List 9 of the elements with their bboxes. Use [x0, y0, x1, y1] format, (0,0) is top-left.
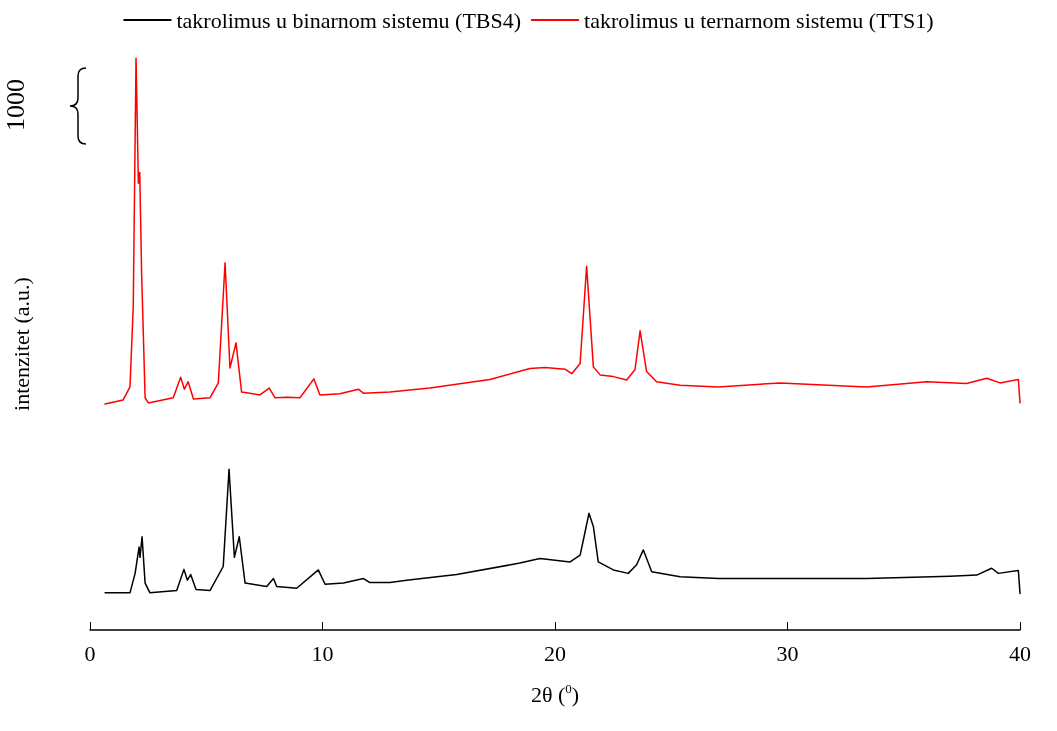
y-axis-title: intenzitet (a.u.): [8, 277, 34, 411]
x-tick-label: 40: [1009, 640, 1031, 666]
x-tick-label: 0: [84, 640, 96, 666]
legend-label: takrolimus u ternarnom sistemu (TTS1): [584, 7, 934, 33]
x-tick-label: 30: [776, 640, 799, 666]
x-tick-label: 10: [311, 640, 334, 666]
text: 1000: [1, 79, 31, 131]
x-tick-label: 20: [544, 640, 566, 666]
legend-label: takrolimus u binarnom sistemu (TBS4): [176, 7, 522, 33]
